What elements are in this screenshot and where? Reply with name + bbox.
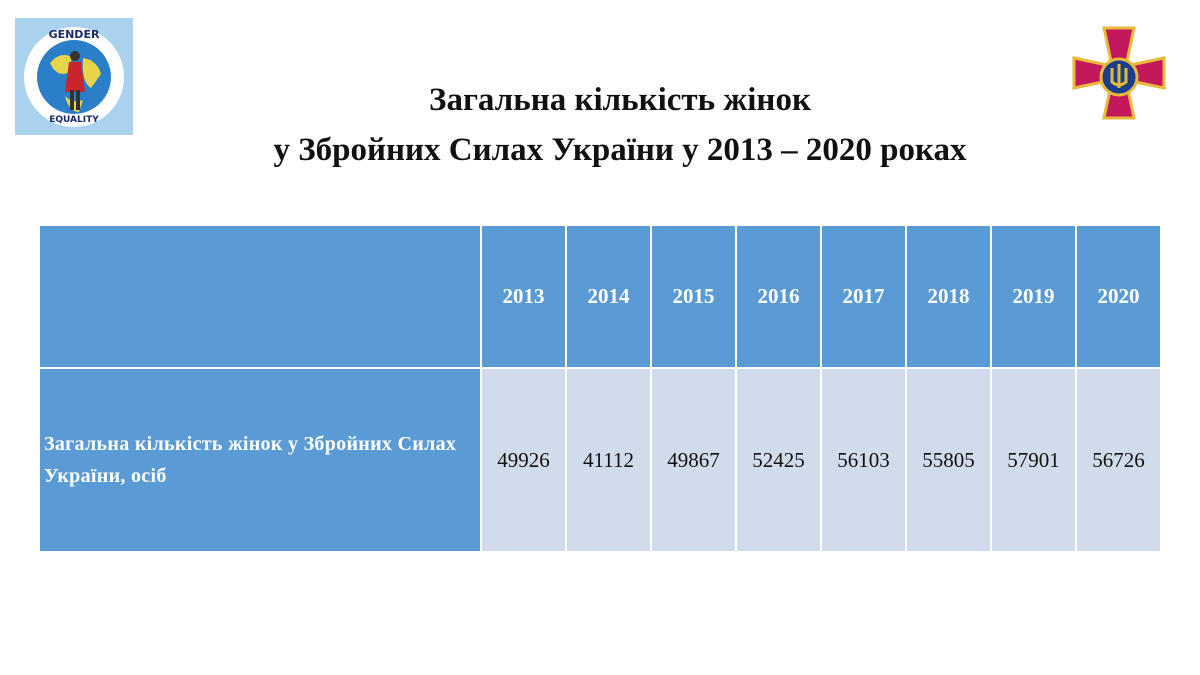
year-header: 2017 <box>820 224 907 369</box>
value-cell: 52425 <box>735 367 822 553</box>
year-header: 2015 <box>650 224 737 369</box>
army-emblem <box>1072 26 1166 120</box>
value-cell: 41112 <box>565 367 652 553</box>
value-cell: 49926 <box>480 367 567 553</box>
data-row: Загальна кількість жінок у Збройних Сила… <box>38 367 1162 553</box>
year-header: 2016 <box>735 224 822 369</box>
logo-text: GENDER <box>49 28 100 41</box>
value-cell: 55805 <box>905 367 992 553</box>
year-header: 2020 <box>1075 224 1162 369</box>
header-row: 2013 2014 2015 2016 2017 2018 2019 2020 <box>38 224 1162 369</box>
year-header: 2013 <box>480 224 567 369</box>
header-cell <box>38 224 482 369</box>
year-header: 2019 <box>990 224 1077 369</box>
value-cell: 56103 <box>820 367 907 553</box>
row-label: Загальна кількість жінок у Збройних Сила… <box>38 367 482 553</box>
value-cell: 49867 <box>650 367 737 553</box>
value-cell: 56726 <box>1075 367 1162 553</box>
value-cell: 57901 <box>990 367 1077 553</box>
data-table: 2013 2014 2015 2016 2017 2018 2019 2020 Загальн… <box>38 224 1162 553</box>
gender-logo: GENDER EQUALITY <box>15 18 133 135</box>
year-header: 2018 <box>905 224 992 369</box>
logo-text: EQUALITY <box>49 115 99 125</box>
year-header: 2014 <box>565 224 652 369</box>
title-line: Загальна кількість жінок <box>429 82 811 118</box>
title-line: у Збройних Силах України у 2013 – 2020 р… <box>273 132 967 168</box>
